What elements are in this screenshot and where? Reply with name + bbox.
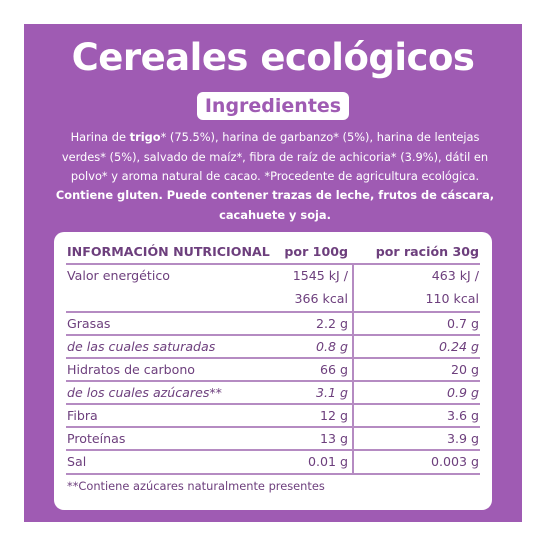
row-serving: 0.003 g <box>430 454 479 469</box>
table-footnote: **Contiene azúcares naturalmente present… <box>67 479 325 493</box>
row-divider <box>66 334 480 336</box>
row-divider <box>66 357 480 359</box>
ingredients-text: Harina de trigo* (75.5%), harina de garb… <box>52 128 498 187</box>
row-per100: 2.2 g <box>315 316 348 331</box>
row-divider <box>66 380 480 382</box>
row-serving: 3.9 g <box>446 431 479 446</box>
nutrition-table: INFORMACIÓN NUTRICIONAL por 100g por rac… <box>54 232 492 510</box>
ingredients-allergen-trigo: trigo <box>129 130 161 144</box>
ingredients-heading-wrap: Ingredientes <box>0 92 546 120</box>
row-serving-kj: 463 kJ / <box>431 268 479 283</box>
row-serving-kcal: 110 kcal <box>425 291 479 306</box>
ingredients-text-start: Harina de <box>70 130 130 144</box>
row-label: Valor energético <box>67 268 170 283</box>
row-label: Grasas <box>67 316 111 331</box>
row-divider <box>66 426 480 428</box>
row-divider <box>66 403 480 405</box>
footer-divider <box>66 473 480 475</box>
row-label: Hidratos de carbono <box>67 362 196 377</box>
row-serving: 3.6 g <box>446 408 479 423</box>
row-divider <box>66 449 480 451</box>
row-serving: 20 g <box>450 362 479 377</box>
row-per100: 0.8 g <box>315 339 348 354</box>
header-nutrition-info: INFORMACIÓN NUTRICIONAL <box>67 244 270 259</box>
row-per100: 13 g <box>319 431 348 446</box>
row-serving: 0.9 g <box>446 385 479 400</box>
ingredients-heading: Ingredientes <box>196 92 350 120</box>
row-label: Proteínas <box>67 431 126 446</box>
row-per100: 12 g <box>319 408 348 423</box>
row-serving: 0.24 g <box>438 339 479 354</box>
row-label: Fibra <box>67 408 98 423</box>
row-per100: 66 g <box>319 362 348 377</box>
row-label: de los cuales azúcares** <box>67 385 222 400</box>
product-title: Cereales ecológicos <box>71 36 475 79</box>
allergen-statement: Contiene gluten. Puede contener trazas d… <box>55 188 495 222</box>
column-divider <box>352 264 354 473</box>
header-divider <box>66 263 480 265</box>
row-label: Sal <box>67 454 87 469</box>
header-per-serving: por ración 30g <box>375 244 479 259</box>
row-per100-kj: 1545 kJ / <box>292 268 348 283</box>
row-divider <box>66 311 480 313</box>
row-per100: 3.1 g <box>315 385 348 400</box>
row-per100-kcal: 366 kcal <box>294 291 348 306</box>
row-serving: 0.7 g <box>446 316 479 331</box>
header-per-100g: por 100g <box>284 244 348 259</box>
row-per100: 0.01 g <box>307 454 348 469</box>
ingredients-text-rest: * (75.5%), harina de garbanzo* (5%), har… <box>61 130 489 183</box>
row-label: de las cuales saturadas <box>67 339 216 354</box>
